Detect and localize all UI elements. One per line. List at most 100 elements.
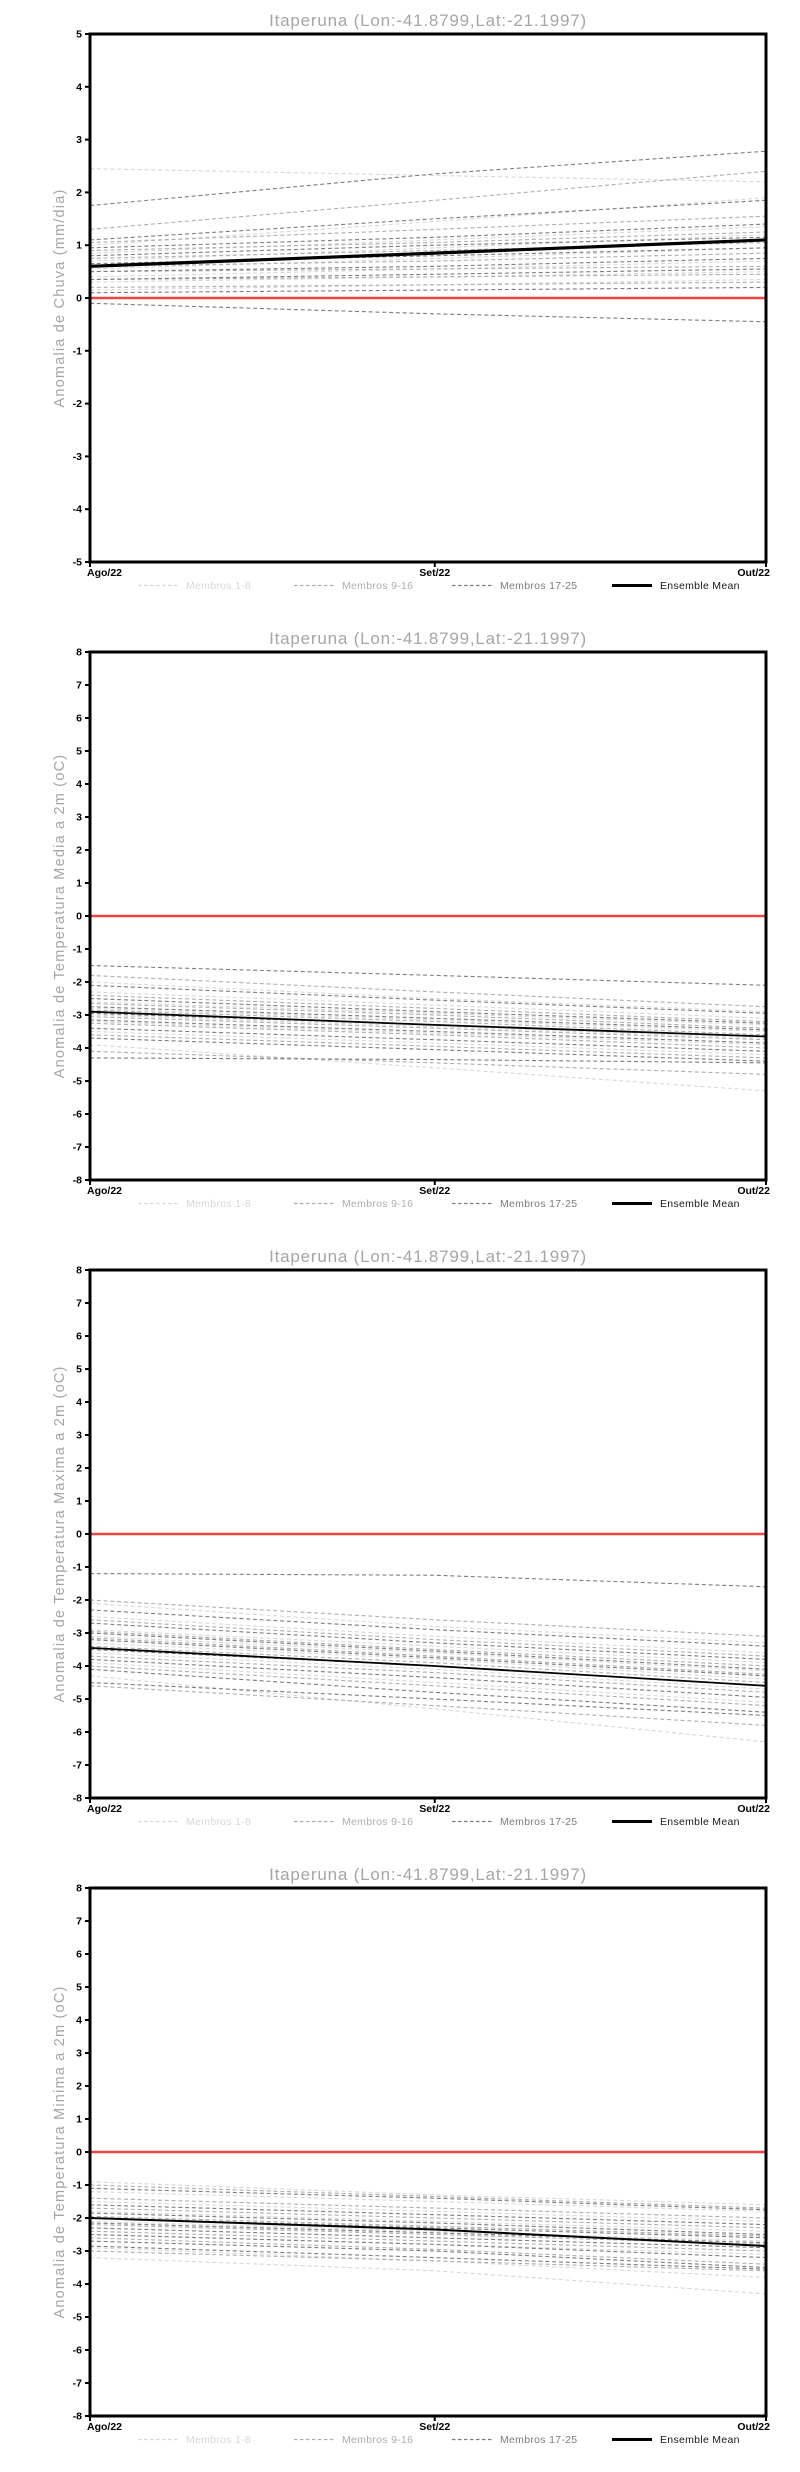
chart-canvas: Itaperuna (Lon:-41.8799,Lat:-21.1997) Ano… xyxy=(52,11,770,592)
member-line xyxy=(89,2210,767,2232)
member-line xyxy=(89,981,767,1013)
y-tick-label: 3 xyxy=(76,134,82,146)
y-tick-label: 5 xyxy=(76,1982,82,1994)
member-line xyxy=(89,2191,767,2212)
ensemble-mean-line xyxy=(89,238,767,268)
member-line xyxy=(89,1642,767,1680)
y-tick-label: 8 xyxy=(76,1883,82,1895)
x-tick-label: Ago/22 xyxy=(87,2421,122,2433)
member-line xyxy=(89,199,767,241)
member-line xyxy=(89,1619,767,1657)
x-tick-label: Set/22 xyxy=(419,1803,450,1815)
member-line xyxy=(89,2200,767,2222)
y-tick-label: -5 xyxy=(73,2312,82,2324)
y-axis-label: Anomalia de Temperatura Media a 2m (oC) xyxy=(52,754,68,1079)
y-tick-label: -6 xyxy=(73,1109,82,1121)
member-line xyxy=(89,1027,767,1052)
legend-label: Membros 9-16 xyxy=(342,1198,413,1210)
member-line xyxy=(89,2247,767,2278)
series-members_9_16 xyxy=(89,1599,767,1726)
series-members_17_25 xyxy=(89,1573,767,1717)
member-line xyxy=(89,234,767,262)
y-tick-label: 4 xyxy=(76,1397,82,1409)
y-tick-label: 2 xyxy=(76,187,82,199)
y-tick-label: 5 xyxy=(76,29,82,41)
series-members_9_16 xyxy=(89,170,767,288)
series-members_1_8 xyxy=(89,2181,767,2295)
y-tick-label: -4 xyxy=(73,1661,82,1673)
member-line xyxy=(89,260,767,278)
member-line xyxy=(89,1637,767,1675)
y-tick-label: -1 xyxy=(73,345,82,357)
chart-block-2: Itaperuna (Lon:-41.8799,Lat:-21.1997) Ano… xyxy=(0,618,800,1236)
member-line xyxy=(89,302,767,323)
legend: Membros 1-8 Membros 9-16 Membros 17-25 Ense… xyxy=(138,2434,739,2446)
member-line xyxy=(89,1006,767,1031)
member-line xyxy=(89,1632,767,1670)
member-line xyxy=(89,1675,767,1743)
y-tick-label: -8 xyxy=(73,1793,82,1805)
member-line xyxy=(89,1002,767,1029)
member-line xyxy=(89,984,767,1014)
legend: Membros 1-8 Membros 9-16 Membros 17-25 Ense… xyxy=(138,1816,740,1828)
x-tick-label: Out/22 xyxy=(737,2421,770,2433)
y-tick-label: -4 xyxy=(73,2279,82,2291)
member-line xyxy=(89,1639,767,1677)
member-line xyxy=(89,271,767,283)
member-line xyxy=(89,197,767,246)
member-line xyxy=(89,2220,767,2242)
y-tick-label: 4 xyxy=(76,81,82,93)
x-tick-label: Set/22 xyxy=(419,567,450,579)
member-line xyxy=(89,2184,767,2209)
legend-label: Membros 17-25 xyxy=(500,580,577,592)
member-line xyxy=(89,1007,767,1033)
member-line xyxy=(89,1030,767,1056)
y-tick-label: -5 xyxy=(73,557,82,569)
y-tick-label: -5 xyxy=(73,1694,82,1706)
member-line xyxy=(89,2215,767,2237)
legend: Membros 1-8 Membros 9-16 Membros 17-25 Ense… xyxy=(138,580,739,592)
y-tick-label: 1 xyxy=(76,2114,82,2126)
y-tick-label: 0 xyxy=(76,911,82,923)
y-tick-label: -3 xyxy=(73,451,82,463)
member-line xyxy=(89,2233,767,2255)
member-line xyxy=(89,1655,767,1693)
y-tick-label: -8 xyxy=(73,2411,82,2423)
member-line xyxy=(89,1037,767,1062)
member-line xyxy=(89,2257,767,2295)
y-tick-label: -1 xyxy=(73,1562,82,1574)
y-tick-label: -7 xyxy=(73,1760,82,1772)
member-line xyxy=(89,1629,767,1664)
chart-block-4: Itaperuna (Lon:-41.8799,Lat:-21.1997) Ano… xyxy=(0,1854,800,2472)
y-axis-label: Anomalia de Temperatura Maxima a 2m (oC) xyxy=(52,1365,68,1702)
y-tick-label: -3 xyxy=(73,2246,82,2258)
member-line xyxy=(89,2237,767,2265)
member-line xyxy=(89,1665,767,1707)
y-tick-label: -2 xyxy=(73,1595,82,1607)
series-members_17_25 xyxy=(89,2187,767,2270)
y-tick-label: -6 xyxy=(73,2345,82,2357)
member-line xyxy=(89,2197,767,2219)
y-tick-label: 3 xyxy=(76,812,82,824)
chart-title: Itaperuna (Lon:-41.8799,Lat:-21.1997) xyxy=(269,11,587,30)
series-members_9_16 xyxy=(89,974,767,1075)
legend-label: Ensemble Mean xyxy=(660,1816,740,1828)
y-tick-label: -6 xyxy=(73,1727,82,1739)
chart-title: Itaperuna (Lon:-41.8799,Lat:-21.1997) xyxy=(269,629,587,648)
chart-block-1: Itaperuna (Lon:-41.8799,Lat:-21.1997) Ano… xyxy=(0,0,800,618)
x-tick-label: Set/22 xyxy=(419,1185,450,1197)
legend-label: Membros 1-8 xyxy=(186,1198,251,1210)
member-line xyxy=(89,1658,767,1698)
y-tick-label: 2 xyxy=(76,845,82,857)
member-line xyxy=(89,170,767,230)
member-line xyxy=(89,2250,767,2272)
member-line xyxy=(89,994,767,1023)
y-tick-label: -8 xyxy=(73,1175,82,1187)
legend-label: Membros 17-25 xyxy=(500,1198,577,1210)
member-line xyxy=(89,226,767,254)
member-line xyxy=(89,2187,767,2211)
member-line xyxy=(89,1019,767,1044)
y-tick-label: -4 xyxy=(73,1043,82,1055)
member-line xyxy=(89,265,767,273)
member-line xyxy=(89,1630,767,1667)
